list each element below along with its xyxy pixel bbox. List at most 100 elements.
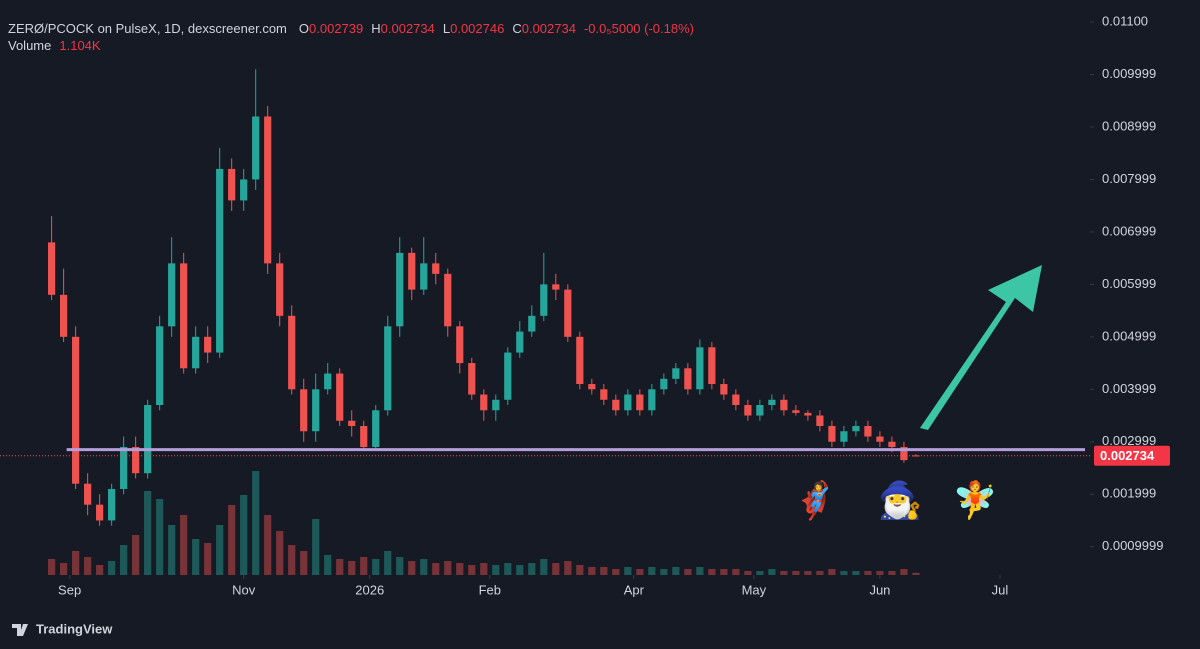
y-tick-label: 0.006999 <box>1102 223 1156 238</box>
candle-body <box>756 405 764 416</box>
volume-bar <box>300 551 308 575</box>
candle-body <box>276 263 284 316</box>
volume-bar <box>204 543 212 575</box>
volume-bar <box>468 565 476 575</box>
volume-bar <box>264 515 272 575</box>
volume-bar <box>84 557 92 575</box>
x-tick-label: Nov <box>232 582 256 597</box>
volume-bar <box>588 567 596 575</box>
volume-bar <box>744 571 752 575</box>
candle-body <box>672 368 680 379</box>
candle-body <box>888 441 896 447</box>
candle-body <box>408 252 416 290</box>
candle-body <box>552 284 560 290</box>
candle-body <box>228 168 236 201</box>
x-tick-label: Feb <box>479 582 501 597</box>
candle-body <box>384 326 392 411</box>
volume-bar <box>780 571 788 575</box>
volume-bar <box>732 569 740 575</box>
volume-bar <box>216 525 224 575</box>
candle-body <box>768 399 776 406</box>
y-tick-label: 0.01100 <box>1102 13 1148 28</box>
volume-bar <box>252 471 260 575</box>
volume-bar <box>912 572 920 575</box>
x-tick-label: 2026 <box>355 582 384 597</box>
candle-body <box>516 331 524 353</box>
candle-body <box>852 426 860 432</box>
candle-body <box>72 336 80 484</box>
volume-bar <box>384 551 392 575</box>
candle-body <box>336 373 344 421</box>
volume-bar <box>540 559 548 575</box>
volume-bar <box>120 545 128 575</box>
candle-body <box>456 326 464 364</box>
candle-body <box>660 378 668 390</box>
volume-bar <box>768 569 776 575</box>
candle-body <box>396 252 404 327</box>
legend-ohlc-value: 0.002739 <box>309 21 363 36</box>
legend-ohlc-value: 0.002734 <box>381 21 435 36</box>
volume-bar <box>192 539 200 575</box>
candle-body <box>204 336 212 353</box>
volume-bar <box>360 557 368 575</box>
candle-body <box>180 263 188 369</box>
volume-bar <box>876 571 884 575</box>
volume-bar <box>132 535 140 575</box>
candle-body <box>132 446 140 474</box>
volume-bar <box>96 565 104 575</box>
candle-body <box>624 394 632 411</box>
candle-body <box>108 488 116 521</box>
volume-bar <box>408 561 416 575</box>
sticker: 🦸‍♀️ <box>793 479 838 522</box>
volume-bar <box>840 571 848 575</box>
volume-bar <box>168 525 176 575</box>
x-tick-label: Sep <box>58 582 81 597</box>
y-tick-label: 0.004999 <box>1102 328 1156 343</box>
volume-bar <box>816 571 824 575</box>
candle-body <box>372 410 380 447</box>
candle-body <box>564 289 572 337</box>
candle-body <box>420 263 428 290</box>
volume-bar <box>60 563 68 575</box>
candle-body <box>576 336 584 385</box>
volume-bar <box>576 565 584 575</box>
volume-bar <box>612 569 620 575</box>
volume-bar <box>324 555 332 575</box>
candle-body <box>48 242 56 295</box>
candle-body <box>708 347 716 385</box>
candle-body <box>504 352 512 400</box>
legend-title: ZERØ/PCOCK on PulseX, 1D, dexscreener.co… <box>8 21 287 36</box>
candle-body <box>600 389 608 400</box>
volume-bar <box>276 531 284 575</box>
volume-bar <box>348 561 356 575</box>
volume-bar <box>756 571 764 575</box>
volume-legend: Volume 1.104K <box>8 38 101 53</box>
legend-header: ZERØ/PCOCK on PulseX, 1D, dexscreener.co… <box>8 21 694 36</box>
candle-body <box>816 415 824 427</box>
volume-bar <box>480 563 488 575</box>
candle-body <box>732 394 740 406</box>
candle-body <box>156 326 164 406</box>
volume-bar <box>396 557 404 575</box>
volume-bar <box>288 545 296 575</box>
candle-body <box>348 420 356 427</box>
volume-bar <box>456 563 464 575</box>
volume-bar <box>504 563 512 575</box>
volume-bar <box>156 499 164 575</box>
volume-bar <box>72 551 80 575</box>
candle-body <box>540 284 548 316</box>
candle-body <box>312 389 320 432</box>
x-tick-label: Apr <box>624 582 645 597</box>
candle-body <box>492 399 500 411</box>
volume-bar <box>648 567 656 575</box>
last-price-label: 0.002734 <box>1100 448 1155 463</box>
volume-bar <box>888 571 896 575</box>
y-tick-label: 0.005999 <box>1102 276 1156 291</box>
candle-body <box>804 412 812 416</box>
candle-body <box>96 504 104 521</box>
volume-bar <box>804 571 812 575</box>
volume-bar <box>792 571 800 575</box>
candle-body <box>444 273 452 327</box>
candle-body <box>828 426 836 442</box>
candle-body <box>84 483 92 505</box>
